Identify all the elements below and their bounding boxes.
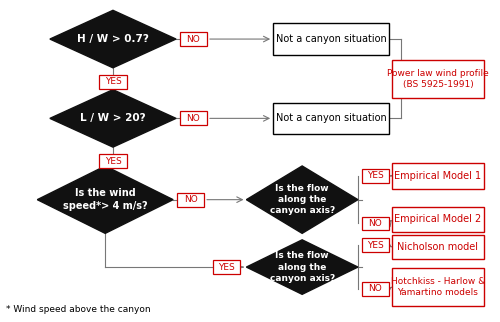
- Text: YES: YES: [104, 156, 122, 166]
- FancyBboxPatch shape: [180, 111, 207, 125]
- Text: Empirical Model 1: Empirical Model 1: [394, 171, 482, 181]
- FancyBboxPatch shape: [213, 260, 240, 274]
- Polygon shape: [38, 166, 173, 233]
- Text: YES: YES: [218, 262, 235, 271]
- FancyBboxPatch shape: [273, 23, 390, 55]
- FancyBboxPatch shape: [273, 102, 390, 134]
- FancyBboxPatch shape: [392, 207, 484, 232]
- Text: NO: NO: [184, 195, 198, 204]
- Text: NO: NO: [368, 284, 382, 293]
- FancyBboxPatch shape: [362, 169, 389, 183]
- FancyBboxPatch shape: [392, 60, 484, 98]
- Text: Is the flow
along the
canyon axis?: Is the flow along the canyon axis?: [270, 251, 335, 283]
- Text: Hotchkiss - Harlow &
Yamartino models: Hotchkiss - Harlow & Yamartino models: [391, 277, 485, 297]
- Text: Power law wind profile
(BS 5925-1991): Power law wind profile (BS 5925-1991): [387, 69, 489, 89]
- FancyBboxPatch shape: [362, 238, 389, 252]
- Polygon shape: [246, 166, 358, 233]
- Text: NO: NO: [186, 34, 200, 43]
- Text: NO: NO: [186, 114, 200, 123]
- FancyBboxPatch shape: [392, 268, 484, 306]
- Text: Nicholson model: Nicholson model: [398, 242, 478, 252]
- FancyBboxPatch shape: [100, 154, 126, 168]
- FancyBboxPatch shape: [392, 235, 484, 259]
- Polygon shape: [50, 10, 176, 68]
- Text: H / W > 0.7?: H / W > 0.7?: [77, 34, 149, 44]
- Text: YES: YES: [367, 241, 384, 250]
- FancyBboxPatch shape: [100, 75, 126, 89]
- Text: Is the wind
speed*> 4 m/s?: Is the wind speed*> 4 m/s?: [63, 188, 148, 211]
- FancyBboxPatch shape: [180, 32, 207, 46]
- Text: Empirical Model 2: Empirical Model 2: [394, 214, 482, 224]
- FancyBboxPatch shape: [362, 216, 389, 231]
- Text: L / W > 20?: L / W > 20?: [80, 113, 146, 123]
- Polygon shape: [246, 240, 358, 294]
- Text: NO: NO: [368, 219, 382, 228]
- Text: YES: YES: [104, 77, 122, 86]
- Text: YES: YES: [367, 171, 384, 180]
- FancyBboxPatch shape: [392, 163, 484, 189]
- FancyBboxPatch shape: [362, 282, 389, 296]
- Text: * Wind speed above the canyon: * Wind speed above the canyon: [6, 305, 151, 314]
- Text: Is the flow
along the
canyon axis?: Is the flow along the canyon axis?: [270, 184, 335, 215]
- Polygon shape: [50, 90, 176, 147]
- Text: Not a canyon situation: Not a canyon situation: [276, 34, 386, 44]
- FancyBboxPatch shape: [177, 193, 204, 207]
- Text: Not a canyon situation: Not a canyon situation: [276, 113, 386, 123]
